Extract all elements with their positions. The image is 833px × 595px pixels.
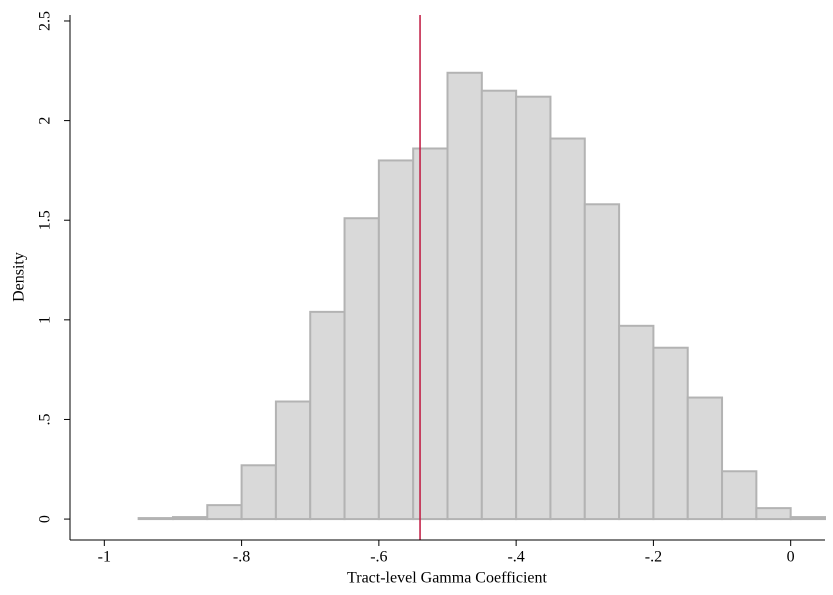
- bar: [343, 217, 380, 521]
- bar: [309, 310, 346, 521]
- x-tick-label: -.4: [507, 549, 524, 566]
- bar: [686, 396, 724, 521]
- bar: [583, 203, 621, 521]
- y-tick-label: 2: [37, 117, 54, 125]
- bar: [515, 95, 552, 521]
- x-tick-label: -.8: [233, 549, 250, 566]
- y-tick-label: 1.5: [37, 210, 54, 230]
- bar: [137, 517, 174, 521]
- bar: [652, 346, 689, 521]
- bar: [446, 71, 483, 521]
- bar: [377, 159, 415, 521]
- bar: [789, 516, 827, 521]
- y-axis-title: Density: [11, 252, 28, 302]
- bar: [171, 516, 209, 521]
- x-tick-label: -1: [98, 549, 111, 566]
- bar: [549, 137, 586, 521]
- bar: [480, 89, 518, 521]
- x-tick-label: -.2: [645, 549, 662, 566]
- bar: [274, 400, 312, 521]
- bar: [412, 147, 449, 521]
- bar: [206, 504, 243, 521]
- x-axis-title: Tract-level Gamma Coefficient: [347, 570, 547, 587]
- bar: [618, 324, 655, 521]
- y-tick-label: .5: [37, 413, 54, 425]
- bar: [755, 507, 792, 521]
- x-tick-label: -.6: [370, 549, 387, 566]
- bar: [721, 470, 758, 521]
- x-tick-label: 0: [787, 549, 795, 566]
- y-tick-label: 1: [37, 316, 54, 324]
- y-tick-label: 0: [37, 515, 54, 523]
- bar: [240, 464, 277, 521]
- y-tick-label: 2.5: [37, 11, 54, 31]
